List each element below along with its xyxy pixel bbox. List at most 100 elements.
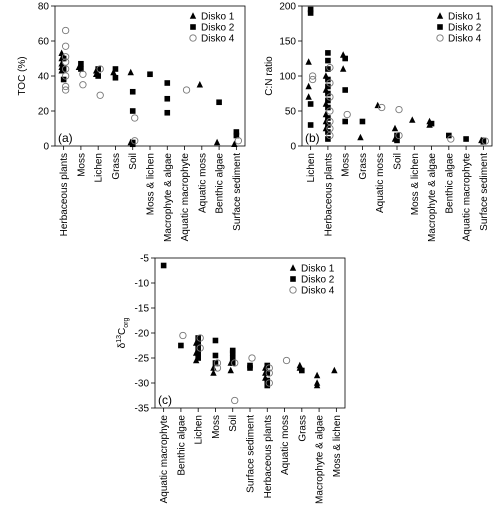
- legend-label: Disko 4: [301, 286, 335, 297]
- legend-label: Disko 2: [201, 23, 235, 34]
- point-square: [325, 104, 331, 111]
- x-tick-label: Herbaceous plants: [59, 153, 70, 236]
- x-tick-label: Grass: [358, 153, 369, 180]
- point-square: [428, 120, 435, 127]
- point-square: [394, 132, 400, 139]
- point-square: [325, 90, 331, 97]
- point-triangle: [391, 124, 399, 132]
- panel-label: (a): [58, 131, 73, 145]
- point-square: [95, 66, 101, 72]
- point-circle: [308, 72, 317, 80]
- y-axis-label-part: δ: [117, 342, 128, 348]
- point-square: [229, 360, 236, 366]
- y-tick-label: 0: [290, 142, 296, 153]
- point-triangle: [213, 138, 221, 146]
- y-axis-label: TOC (%): [17, 56, 28, 95]
- y-tick-label: 0: [43, 142, 49, 153]
- panel: 0 20 40 60 80 TOC (%) Herbaceous plants Moss Lic…: [17, 2, 246, 242]
- x-tick-label: Moss: [76, 153, 87, 177]
- x-tick-label: Macrophyte & algae: [315, 415, 326, 504]
- point-square: [129, 88, 136, 95]
- point-square: [95, 73, 101, 79]
- y-tick-label: -15: [135, 304, 150, 315]
- y-axis-label-part: C: [117, 328, 128, 335]
- point-circle: [234, 137, 243, 145]
- point-triangle: [231, 140, 238, 147]
- point-circle: [282, 356, 291, 365]
- panel-label: (c): [158, 393, 172, 407]
- point-triangle: [305, 93, 312, 100]
- point-circle: [96, 65, 104, 73]
- point-circle: [436, 34, 444, 42]
- point-circle: [395, 131, 403, 140]
- point-square: [325, 66, 331, 72]
- x-tick-label: Grass: [297, 415, 308, 442]
- x-tick-label: Benthic algae: [176, 415, 187, 476]
- x-tick-label: Aquatic macrophyte: [159, 415, 170, 504]
- y-tick-label: 40: [38, 72, 50, 83]
- point-circle: [196, 344, 204, 352]
- point-square: [342, 55, 348, 62]
- point-square: [195, 340, 201, 346]
- point-circle: [61, 72, 70, 80]
- point-triangle: [436, 12, 444, 19]
- point-triangle: [189, 12, 197, 19]
- point-square: [129, 108, 136, 114]
- legend-label: Disko 2: [301, 275, 335, 286]
- point-circle: [326, 63, 334, 72]
- point-circle: [213, 359, 222, 367]
- point-square: [195, 335, 201, 341]
- x-tick-label: Aquatic macrophyte: [180, 153, 191, 242]
- y-tick-label: 20: [38, 107, 50, 118]
- x-tick-label: Moss: [211, 415, 222, 439]
- point-square: [60, 55, 67, 62]
- point-circle: [61, 42, 70, 50]
- point-triangle: [110, 68, 117, 76]
- point-triangle: [313, 371, 321, 379]
- point-square: [325, 50, 331, 56]
- legend-label: Disko 4: [201, 34, 235, 45]
- x-tick-label: Moss & lichen: [410, 153, 421, 215]
- point-circle: [265, 369, 273, 377]
- x-tick-label: Aquatic macrophyte: [462, 153, 473, 242]
- point-square: [325, 97, 331, 104]
- point-square: [299, 367, 305, 374]
- point-square: [325, 57, 331, 64]
- point-square: [463, 136, 469, 142]
- x-tick-label: Surface sediment: [479, 153, 490, 231]
- point-circle: [326, 79, 334, 87]
- x-tick-label: Grass: [111, 153, 122, 180]
- point-square: [212, 352, 219, 359]
- point-circle: [481, 137, 490, 145]
- point-square: [164, 80, 171, 86]
- point-square: [195, 350, 201, 356]
- x-tick-label: Surface sediment: [232, 153, 243, 231]
- panel: 0 50 100 150 200 C:N ratio Lichen Herbaceous pl…: [264, 2, 493, 242]
- point-circle: [395, 105, 403, 114]
- y-tick-label: -20: [135, 329, 150, 340]
- point-square: [247, 365, 253, 371]
- point-triangle: [210, 364, 217, 371]
- point-square: [342, 118, 348, 125]
- point-circle: [61, 65, 70, 73]
- point-square: [325, 136, 331, 142]
- point-circle: [231, 359, 239, 367]
- point-circle: [308, 75, 317, 84]
- point-square: [164, 95, 171, 102]
- point-triangle: [227, 366, 234, 374]
- y-tick-label: -30: [135, 379, 150, 390]
- x-tick-label: Aquatic moss: [197, 153, 208, 213]
- legend-label: Disko 4: [448, 34, 482, 45]
- point-square: [307, 6, 314, 13]
- point-square: [233, 129, 240, 135]
- point-circle: [182, 86, 191, 94]
- point-square: [325, 83, 331, 90]
- x-tick-label: Lichen: [306, 153, 317, 182]
- point-square: [446, 132, 452, 139]
- point-circle: [326, 93, 334, 101]
- point-circle: [96, 91, 104, 99]
- point-square: [78, 66, 84, 72]
- point-square: [60, 66, 67, 72]
- point-triangle: [58, 60, 65, 67]
